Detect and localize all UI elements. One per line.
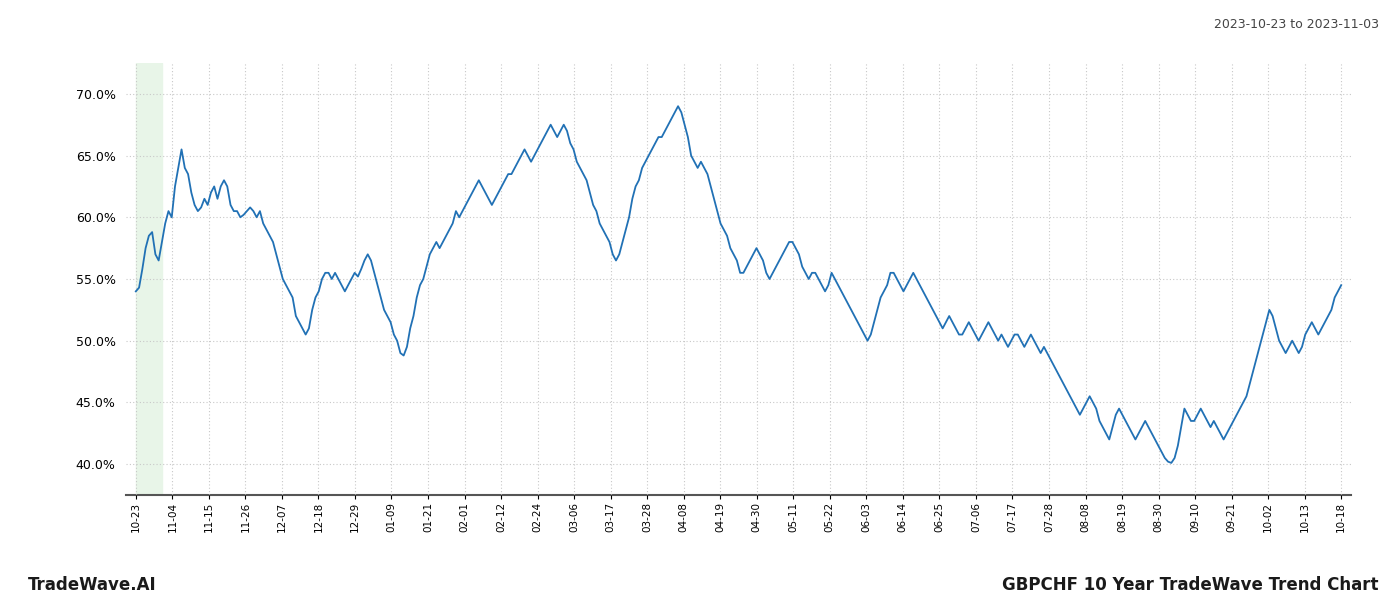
Text: TradeWave.AI: TradeWave.AI bbox=[28, 576, 157, 594]
Bar bbox=[136, 63, 162, 495]
Text: GBPCHF 10 Year TradeWave Trend Chart: GBPCHF 10 Year TradeWave Trend Chart bbox=[1002, 576, 1379, 594]
Text: 2023-10-23 to 2023-11-03: 2023-10-23 to 2023-11-03 bbox=[1214, 18, 1379, 31]
